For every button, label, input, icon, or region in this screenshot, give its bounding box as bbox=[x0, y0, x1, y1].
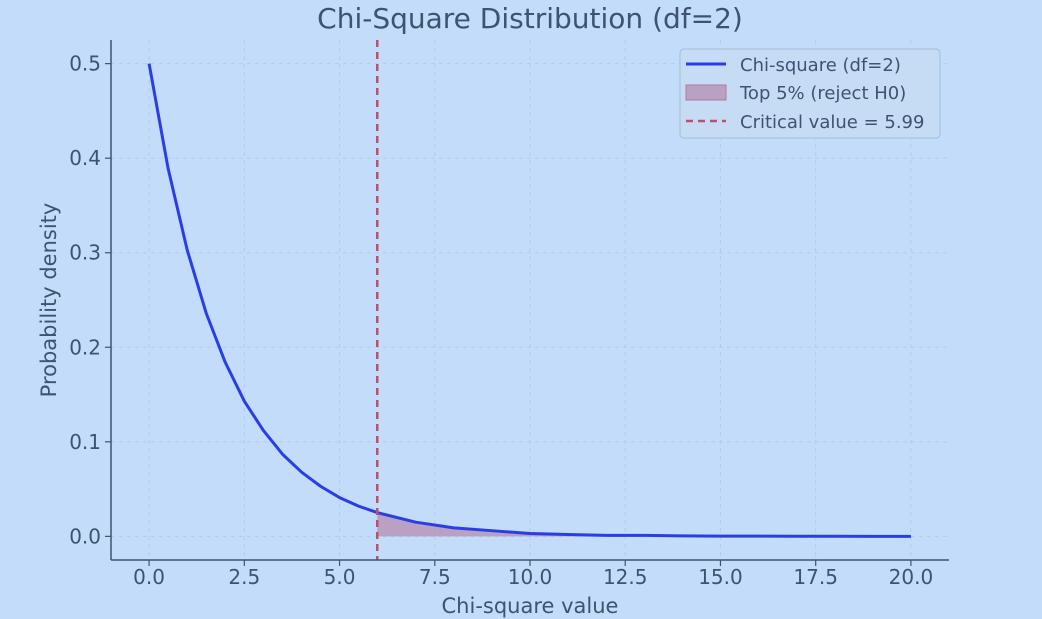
x-tick-label-1: 2.5 bbox=[228, 565, 260, 589]
legend-area-swatch bbox=[685, 84, 727, 101]
x-tick-label-4: 10.0 bbox=[508, 565, 553, 589]
x-tick-label-7: 17.5 bbox=[793, 565, 838, 589]
x-tick-label-2: 5.0 bbox=[324, 565, 356, 589]
x-tick-label-3: 7.5 bbox=[419, 565, 451, 589]
chart-title: Chi-Square Distribution (df=2) bbox=[317, 2, 743, 35]
y-tick-label-0: 0.0 bbox=[69, 524, 101, 548]
x-ticks: 0.0 2.5 5.0 7.5 10.0 12.5 15.0 17.5 20.0 bbox=[133, 560, 933, 589]
x-tick-label-6: 15.0 bbox=[698, 565, 743, 589]
x-tick-label-0: 0.0 bbox=[133, 565, 165, 589]
y-tick-label-2: 0.2 bbox=[69, 335, 101, 359]
y-tick-label-4: 0.4 bbox=[69, 146, 101, 170]
rejection-region-area bbox=[377, 512, 911, 537]
y-axis-label: Probability density bbox=[37, 203, 61, 398]
legend-entry-critical-value: Critical value = 5.99 bbox=[740, 112, 924, 133]
y-tick-label-1: 0.1 bbox=[69, 430, 101, 454]
x-tick-label-8: 20.0 bbox=[889, 565, 934, 589]
grid bbox=[111, 40, 949, 560]
legend: Chi-square (df=2) Top 5% (reject H0) Cri… bbox=[679, 48, 941, 139]
legend-box bbox=[679, 48, 941, 139]
chi-square-density-line bbox=[147, 63, 911, 538]
rejection-area-layer bbox=[377, 512, 911, 537]
y-ticks: 0.0 0.1 0.2 0.3 0.4 0.5 bbox=[69, 52, 111, 548]
legend-entry-rejection: Top 5% (reject H0) bbox=[739, 83, 906, 104]
x-axis-label: Chi-square value bbox=[442, 594, 619, 618]
y-tick-label-5: 0.5 bbox=[69, 52, 101, 76]
x-tick-label-5: 12.5 bbox=[603, 565, 648, 589]
legend-entry-chi-square: Chi-square (df=2) bbox=[740, 55, 901, 76]
y-tick-label-3: 0.3 bbox=[69, 241, 101, 265]
density-line-layer bbox=[147, 63, 911, 538]
